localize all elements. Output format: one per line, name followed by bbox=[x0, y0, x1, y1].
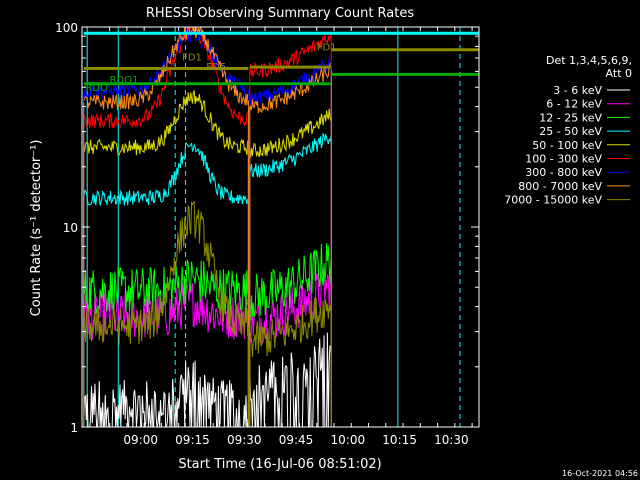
chart-title: RHESSI Observing Summary Count Rates bbox=[146, 6, 415, 21]
y-tick-label-0: 1 bbox=[70, 421, 78, 435]
series-8-segment-1 bbox=[249, 298, 332, 357]
annotation-0: FD1 bbox=[182, 53, 202, 64]
annotation-2: FD1 bbox=[317, 42, 337, 53]
axes: 09:00 09:15 09:30 09:45 10:00 10:15 10:30 1 10 10… bbox=[55, 21, 480, 447]
x-tick-label-6: 10:30 bbox=[434, 433, 469, 447]
y-tick-label-1: 10 bbox=[63, 221, 78, 235]
x-tick-label-3: 09:45 bbox=[279, 433, 314, 447]
series-2-segment-1 bbox=[249, 243, 332, 321]
legend-title-line-0: Det 1,3,4,5,6,9, bbox=[546, 54, 632, 67]
series-5-segment-1 bbox=[249, 34, 332, 78]
series-layer bbox=[83, 27, 479, 427]
legend-title-line-1: Att 0 bbox=[606, 67, 632, 80]
series-7-segment-0 bbox=[83, 27, 249, 111]
series-7000-15000keV-line bbox=[83, 200, 332, 427]
series-6-segment-1 bbox=[249, 55, 332, 106]
legend-label-3: 25 - 50 keV bbox=[539, 125, 602, 138]
annotation-3: RDO1 bbox=[110, 75, 139, 86]
series-5-segment-0 bbox=[83, 27, 249, 129]
x-tick-label-2: 09:30 bbox=[227, 433, 262, 447]
x-tick-label-0: 09:00 bbox=[123, 433, 158, 447]
legend-label-8: 7000 - 15000 keV bbox=[504, 194, 602, 207]
x-axis-label: Start Time (16-Jul-06 08:51:02) bbox=[178, 457, 381, 472]
series-4-segment-1 bbox=[249, 108, 332, 158]
annotation-4: RDO bbox=[85, 83, 108, 94]
legend-label-7: 800 - 7000 keV bbox=[518, 180, 602, 193]
legend-label-4: 50 - 100 keV bbox=[532, 139, 602, 152]
legend-label-1: 6 - 12 keV bbox=[546, 98, 602, 111]
x-tick-label-4: 10:00 bbox=[331, 433, 366, 447]
series-4-segment-0 bbox=[83, 90, 249, 156]
y-tick-label-2: 100 bbox=[55, 21, 78, 35]
series-0-segment-1 bbox=[249, 332, 332, 427]
y-axis-label: Count Rate (s⁻¹ detector⁻¹) bbox=[29, 140, 44, 317]
legend-label-2: 12 - 25 keV bbox=[539, 111, 602, 124]
series-1-segment-0 bbox=[83, 283, 249, 340]
annotation-1: FD5 bbox=[206, 62, 226, 73]
legend-label-0: 3 - 6 keV bbox=[553, 84, 602, 97]
series-0-segment-0 bbox=[83, 360, 249, 427]
x-tick-label-1: 09:15 bbox=[175, 433, 210, 447]
series-7-segment-1 bbox=[249, 62, 332, 114]
series-3-segment-0 bbox=[83, 142, 249, 206]
x-tick-label-5: 10:15 bbox=[382, 433, 417, 447]
timestamp-stamp: 16-Oct-2021 04:56 bbox=[562, 469, 638, 478]
series-3-segment-1 bbox=[249, 132, 332, 178]
legend-label-6: 300 - 800 keV bbox=[525, 166, 602, 179]
series-2-segment-0 bbox=[83, 259, 249, 317]
legend-label-5: 100 - 300 keV bbox=[525, 153, 602, 166]
series-8-segment-0 bbox=[83, 200, 249, 345]
